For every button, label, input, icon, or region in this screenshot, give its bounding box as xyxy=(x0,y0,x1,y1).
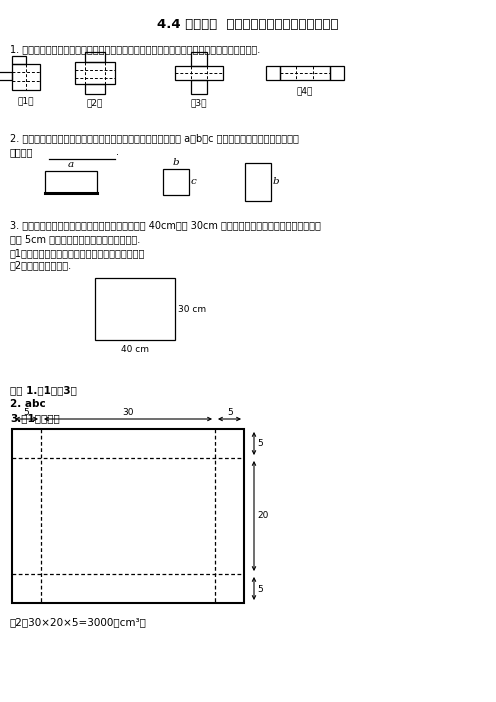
Text: （1）该如何裁剪呢？请画出示意图，并标出尺寸；: （1）该如何裁剪呢？请画出示意图，并标出尺寸； xyxy=(10,248,145,258)
Bar xyxy=(280,66,330,80)
Text: （4）: （4） xyxy=(297,86,313,95)
Bar xyxy=(266,66,280,80)
Text: 5: 5 xyxy=(227,408,233,417)
Text: 高为 5cm 的无盖的且容积最大的长方体盒子.: 高为 5cm 的无盖的且容积最大的长方体盒子. xyxy=(10,234,140,244)
Text: b: b xyxy=(273,178,280,187)
Bar xyxy=(85,84,105,94)
Text: （2）求该盒子的容积.: （2）求该盒子的容积. xyxy=(10,260,72,270)
Bar xyxy=(191,80,207,94)
Text: .: . xyxy=(116,147,119,157)
Bar xyxy=(330,66,344,80)
Bar xyxy=(163,169,189,195)
Bar xyxy=(12,429,244,603)
Text: 4.4 课题学习  设计制作长方体形状的包装纸盒: 4.4 课题学习 设计制作长方体形状的包装纸盒 xyxy=(157,18,339,31)
Text: 30: 30 xyxy=(122,408,134,417)
Text: 3. 在一次数学活动课上，王老师给学生发了一块长 40cm，宽 30cm 的长方形纸片（如图），要求折成一个: 3. 在一次数学活动课上，王老师给学生发了一块长 40cm，宽 30cm 的长方… xyxy=(10,220,321,230)
Text: （2）30×20×5=3000（cm³）: （2）30×20×5=3000（cm³） xyxy=(10,617,147,627)
Text: b: b xyxy=(173,158,180,167)
Text: 1. 下图中的哪些图形可以沿虚线折叠成长方体包装盒？想一想，再动手折一折，验证你的想法.: 1. 下图中的哪些图形可以沿虚线折叠成长方体包装盒？想一想，再动手折一折，验证你… xyxy=(10,44,260,54)
Text: 5: 5 xyxy=(23,408,29,417)
Bar xyxy=(12,64,40,90)
Bar xyxy=(95,278,175,340)
Text: 20: 20 xyxy=(257,512,268,520)
Text: 3.（1）如图：: 3.（1）如图： xyxy=(10,413,60,423)
Bar xyxy=(45,171,97,193)
Text: 2. 一个几何体从三个方向看所得平面图形如图所示（其中标注的 a，b，c 为相应的边长），则这个几何体: 2. 一个几何体从三个方向看所得平面图形如图所示（其中标注的 a，b，c 为相应… xyxy=(10,133,299,143)
Text: 2. abc: 2. abc xyxy=(10,399,46,409)
Text: 5: 5 xyxy=(257,585,263,593)
Bar xyxy=(191,52,207,66)
Text: （3）: （3） xyxy=(191,98,207,107)
Text: （1）: （1） xyxy=(18,96,34,105)
Text: c: c xyxy=(191,178,197,187)
Text: （2）: （2） xyxy=(87,98,103,107)
Bar xyxy=(75,62,115,84)
Bar xyxy=(85,52,105,62)
Bar xyxy=(12,56,26,64)
Text: 30 cm: 30 cm xyxy=(178,305,206,314)
Bar xyxy=(0,72,12,80)
Text: 答案 1.（1）（3）: 答案 1.（1）（3） xyxy=(10,385,77,395)
Text: a: a xyxy=(68,160,74,169)
Bar xyxy=(175,66,223,80)
Text: 40 cm: 40 cm xyxy=(121,345,149,354)
Text: 的体积是: 的体积是 xyxy=(10,147,34,157)
Text: 5: 5 xyxy=(257,439,263,447)
Bar xyxy=(245,163,271,201)
